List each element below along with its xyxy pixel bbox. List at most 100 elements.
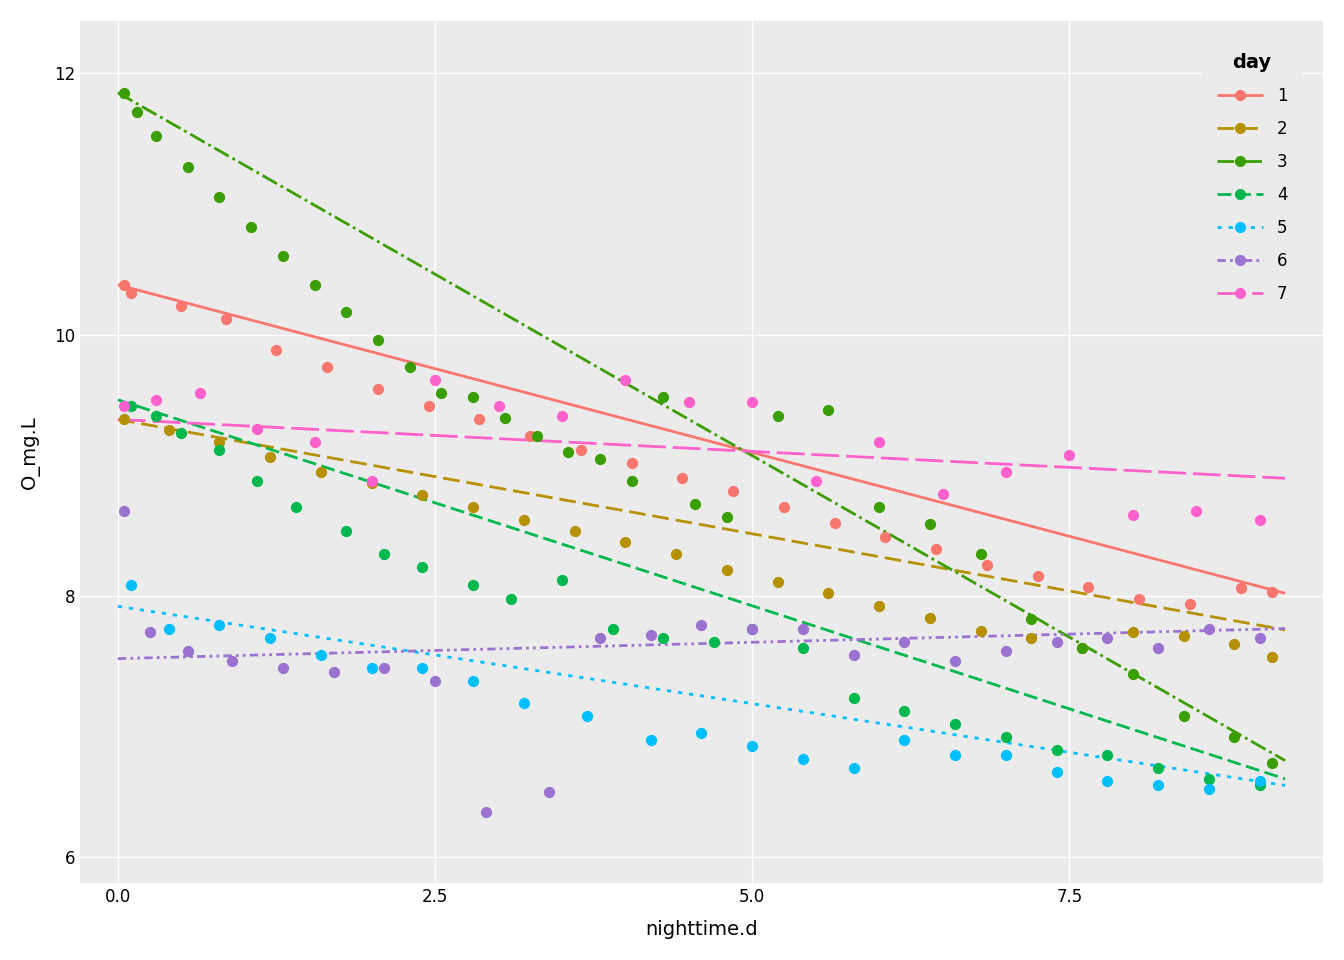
Point [462,578,484,593]
Point [843,690,864,706]
Point [171,425,192,441]
Point [1262,585,1284,600]
Point [894,634,915,649]
Point [1148,760,1169,776]
Point [469,412,491,427]
Point [425,372,446,388]
Point [374,546,395,562]
Point [259,630,281,645]
Point [247,420,269,436]
Point [817,402,839,418]
Point [1223,730,1245,745]
Point [875,529,896,544]
Point [1262,756,1284,771]
Point [653,390,675,405]
Point [996,464,1017,479]
Point [1122,666,1144,682]
Point [742,395,763,410]
Point [805,473,827,489]
Point [304,277,325,293]
Point [126,105,148,120]
Point [138,625,160,640]
Point [418,398,439,414]
Point [157,621,179,636]
Point [589,451,610,467]
X-axis label: nighttime.d: nighttime.d [645,921,758,939]
Point [621,473,642,489]
Point [430,386,452,401]
Point [190,386,211,401]
Point [304,434,325,449]
Point [792,621,813,636]
Point [1097,748,1118,763]
Point [1179,596,1200,612]
Point [996,643,1017,659]
Point [773,499,794,515]
Point [520,429,542,444]
Point [602,621,624,636]
Point [310,464,332,479]
Point [367,382,388,397]
Point [919,516,941,532]
Point [919,611,941,626]
Point [222,654,243,669]
Point [1129,590,1150,606]
Point [177,159,199,175]
Point [113,412,134,427]
Point [208,442,230,457]
Point [411,660,433,676]
Point [539,784,560,800]
Point [247,473,269,489]
Point [614,372,636,388]
Point [742,621,763,636]
Point [1173,708,1195,724]
Point [362,473,383,489]
Point [684,496,706,512]
Point [113,85,134,101]
Point [1199,781,1220,797]
Point [462,499,484,515]
Point [564,523,586,539]
Point [817,586,839,601]
Point [374,660,395,676]
Point [1027,568,1048,584]
Point [894,704,915,719]
Point [513,695,535,710]
Point [323,664,344,680]
Point [894,732,915,747]
Point [996,748,1017,763]
Point [285,499,306,515]
Point [691,726,712,741]
Point [1020,630,1042,645]
Point [931,487,953,502]
Point [1249,778,1270,793]
Point [462,390,484,405]
Point [970,623,992,638]
Point [310,647,332,662]
Point [679,395,700,410]
Point [570,442,591,457]
Point [362,660,383,676]
Point [653,630,675,645]
Point [336,523,358,539]
Point [411,560,433,575]
Point [843,760,864,776]
Point [640,732,661,747]
Point [208,434,230,449]
Point [316,359,337,374]
Point [792,752,813,767]
Point [614,535,636,550]
Point [336,304,358,320]
Point [868,499,890,515]
Point [1249,630,1270,645]
Point [824,515,845,530]
Point [208,617,230,633]
Point [723,484,745,499]
Point [425,673,446,688]
Point [1046,634,1067,649]
Point [1078,579,1099,594]
Point [1059,447,1081,463]
Point [120,285,141,300]
Point [767,574,789,589]
Point [177,643,199,659]
